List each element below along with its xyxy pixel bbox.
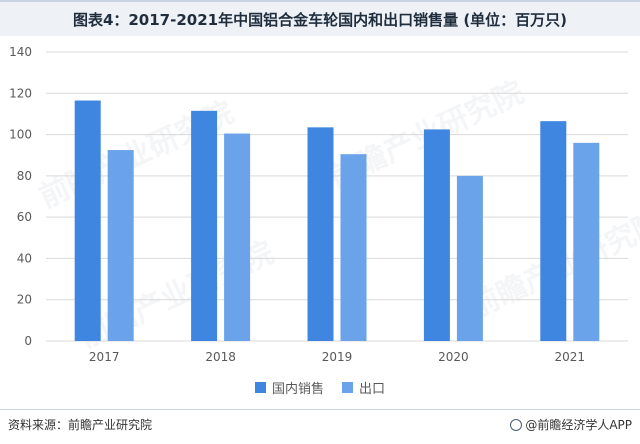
x-tick-label: 2020 — [438, 350, 469, 364]
bar-domestic — [423, 129, 450, 341]
y-tick-label: 20 — [17, 293, 32, 307]
footer-divider — [0, 409, 640, 410]
x-tick-label: 2021 — [555, 350, 586, 364]
chart-title: 图表4：2017-2021年中国铝合金车轮国内和出口销售量 (单位：百万只) — [72, 10, 568, 29]
y-tick-label: 120 — [9, 86, 32, 100]
bar-export — [107, 150, 134, 341]
x-axis-ticks: 2017 2018 2019 2020 2021 — [89, 350, 585, 364]
title-bar: 图表4：2017-2021年中国铝合金车轮国内和出口销售量 (单位：百万只) — [0, 0, 640, 36]
legend-swatch-export — [342, 382, 353, 393]
bar-domestic — [74, 100, 101, 341]
brand-text: @前瞻经济学人APP — [525, 418, 632, 432]
bar-export — [224, 133, 251, 341]
x-tick-label: 2019 — [322, 350, 353, 364]
bars — [74, 100, 600, 342]
bar-export — [456, 175, 483, 341]
y-tick-label: 100 — [9, 128, 32, 142]
y-tick-label: 140 — [9, 45, 32, 59]
bar-export — [340, 154, 367, 341]
x-tick-label: 2017 — [89, 350, 120, 364]
legend: 国内销售 出口 — [0, 378, 640, 397]
legend-swatch-domestic — [254, 382, 266, 393]
bar-domestic — [307, 127, 334, 341]
x-tick-label: 2018 — [205, 350, 236, 364]
source-note: 资料来源：前瞻产业研究院 — [8, 418, 153, 432]
bar-export — [573, 142, 600, 341]
legend-item-export: 出口 — [342, 378, 385, 397]
bar-domestic — [191, 110, 218, 341]
y-tick-label: 40 — [17, 251, 32, 265]
bar-domestic — [540, 121, 567, 342]
legend-label-domestic: 国内销售 — [271, 382, 324, 397]
y-tick-label: 60 — [17, 210, 32, 224]
legend-label-export: 出口 — [359, 382, 386, 397]
gridlines — [46, 51, 628, 342]
legend-item-domestic: 国内销售 — [254, 378, 324, 397]
y-tick-label: 0 — [24, 334, 32, 348]
brand-credit: @前瞻经济学人APP — [510, 416, 632, 433]
y-tick-label: 80 — [17, 169, 32, 183]
brand-logo-icon — [510, 418, 523, 431]
y-axis-ticks: 0 20 40 60 80 100 120 140 — [9, 45, 32, 348]
bar-chart: 0 20 40 60 80 100 120 140 2017 2018 2019 2020 2021 — [9, 45, 628, 364]
